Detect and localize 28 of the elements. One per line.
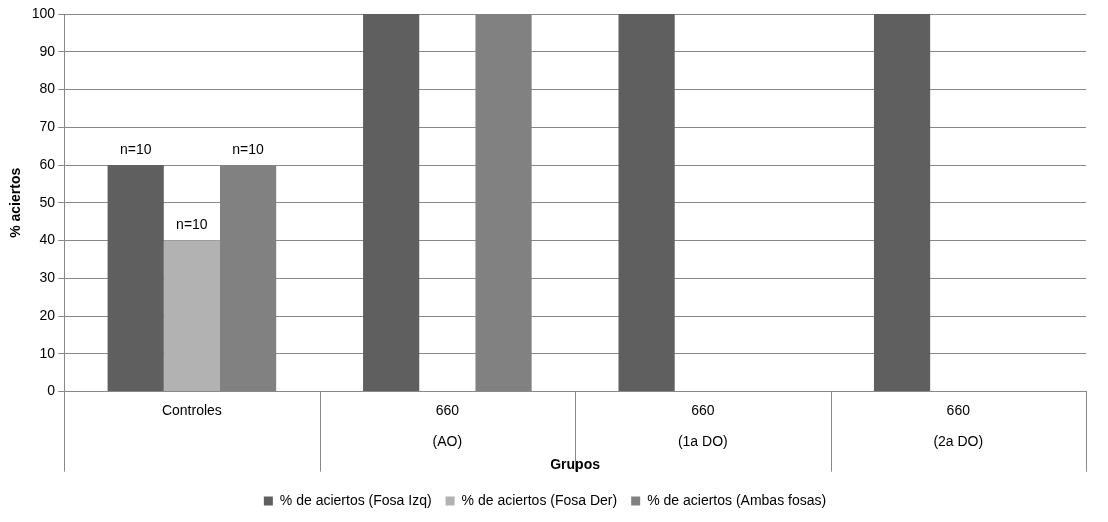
bar bbox=[618, 14, 675, 392]
legend-label: % de aciertos (Fosa Der) bbox=[461, 491, 618, 508]
y-tick-label: 0 bbox=[47, 382, 56, 399]
y-tick-label: 80 bbox=[39, 80, 56, 97]
x-tick-label: 660 (1a DO) bbox=[677, 401, 728, 449]
x-tick-label: Controles bbox=[161, 401, 222, 418]
x-tick-label: 660 (2a DO) bbox=[933, 401, 984, 449]
annotation: n=10 bbox=[176, 216, 208, 233]
bar bbox=[873, 14, 931, 392]
legend-label: % de aciertos (Fosa Izq) bbox=[279, 491, 432, 508]
legend-label: % de aciertos (Ambas fosas) bbox=[647, 491, 827, 508]
annotation: n=10 bbox=[232, 140, 265, 157]
y-tick-label: 90 bbox=[39, 42, 56, 59]
y-tick-label: 30 bbox=[39, 269, 56, 286]
y-tick-label: 40 bbox=[39, 231, 56, 248]
y-tick-label: 20 bbox=[39, 306, 56, 323]
y-tick-label: 60 bbox=[39, 155, 56, 172]
annotation: n=10 bbox=[119, 140, 152, 157]
bar bbox=[363, 14, 420, 392]
y-tick-label: 50 bbox=[39, 193, 56, 210]
y-tick-label: 100 bbox=[31, 4, 56, 21]
bar bbox=[163, 240, 220, 392]
x-tick-label: 660 (AO) bbox=[432, 401, 463, 449]
x-axis-title: Grupos bbox=[550, 456, 601, 473]
bar bbox=[107, 165, 164, 392]
y-axis-title: % aciertos bbox=[7, 167, 24, 238]
y-tick-label: 10 bbox=[39, 344, 56, 361]
y-tick-label: 70 bbox=[39, 118, 56, 135]
